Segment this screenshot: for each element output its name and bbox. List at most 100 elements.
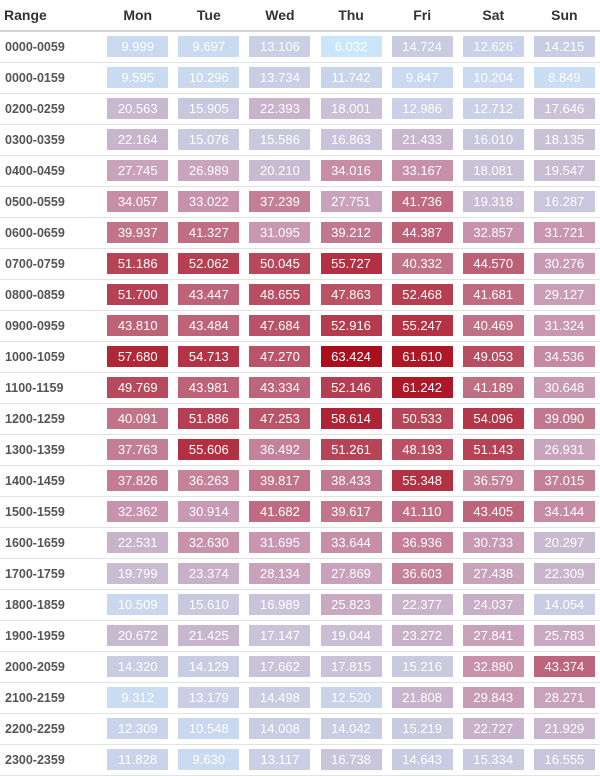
- heatmap-value: 49.769: [107, 377, 169, 398]
- heatmap-row: 2200-2259 12.309 10.548 14.008 14.042 15.219 2…: [0, 713, 600, 744]
- heatmap-value: 14.643: [391, 749, 453, 770]
- heatmap-cell-tue: 14.129: [173, 651, 244, 682]
- heatmap-value: 61.610: [391, 346, 453, 367]
- heatmap-cell-mon: 11.828: [102, 744, 173, 775]
- heatmap-value: 40.332: [391, 253, 453, 274]
- heatmap-cell-thu: 51.261: [315, 434, 386, 465]
- heatmap-value: 15.334: [462, 749, 524, 770]
- heatmap-row: 1600-1659 22.531 32.630 31.695 33.644 36.936 3…: [0, 527, 600, 558]
- heatmap-cell-sun: 34.536: [529, 341, 600, 372]
- heatmap-row: 2300-2359 11.828 9.630 13.117 16.738 14.643 15…: [0, 744, 600, 775]
- time-range-label: 1900-1959: [5, 628, 65, 643]
- heatmap-row: 1200-1259 40.091 51.886 47.253 58.614 50.533 5…: [0, 403, 600, 434]
- heatmap-cell-sat: 51.143: [458, 434, 529, 465]
- heatmap-value: 61.242: [391, 377, 453, 398]
- time-range-label: 1000-1059: [5, 349, 65, 364]
- time-range-label: 2200-2259: [5, 721, 65, 736]
- heatmap-value: 25.823: [320, 594, 382, 615]
- heatmap-value: 51.186: [107, 253, 169, 274]
- heatmap-cell-mon: 43.810: [102, 310, 173, 341]
- heatmap-cell-tue: 32.630: [173, 527, 244, 558]
- heatmap-value: 12.520: [320, 687, 382, 708]
- heatmap-cell-sat: 18.081: [458, 155, 529, 186]
- heatmap-cell-thu: 58.614: [315, 403, 386, 434]
- heatmap-value: 51.886: [178, 408, 240, 429]
- heatmap-cell-sun: 29.127: [529, 279, 600, 310]
- heatmap-cell-sat: 15.334: [458, 744, 529, 775]
- heatmap-cell-thu: 52.146: [315, 372, 386, 403]
- heatmap-cell-sun: 17.646: [529, 93, 600, 124]
- heatmap-value: 36.263: [178, 470, 240, 491]
- heatmap-value: 44.570: [462, 253, 524, 274]
- heatmap-cell-thu: 39.212: [315, 217, 386, 248]
- heatmap-cell-mon: 20.563: [102, 93, 173, 124]
- heatmap-cell-thu: 63.424: [315, 341, 386, 372]
- heatmap-cell-sun: 43.374: [529, 651, 600, 682]
- heatmap-value: 19.547: [533, 160, 595, 181]
- heatmap-cell-wed: 17.147: [244, 620, 315, 651]
- heatmap-cell-wed: 50.045: [244, 248, 315, 279]
- heatmap-value: 33.167: [391, 160, 453, 181]
- heatmap-value: 20.210: [249, 160, 311, 181]
- heatmap-cell-wed: 15.586: [244, 124, 315, 155]
- heatmap-value: 48.193: [391, 439, 453, 460]
- heatmap-row: 0600-0659 39.937 41.327 31.095 39.212 44.387 3…: [0, 217, 600, 248]
- heatmap-cell-mon: 37.763: [102, 434, 173, 465]
- heatmap-row: 0000-0159 9.595 10.296 13.734 11.742 9.847 10.…: [0, 62, 600, 93]
- heatmap-cell-sun: 16.287: [529, 186, 600, 217]
- heatmap-value: 39.090: [533, 408, 595, 429]
- heatmap-cell-sat: 27.841: [458, 620, 529, 651]
- heatmap-value: 49.053: [462, 346, 524, 367]
- heatmap-cell-mon: 20.672: [102, 620, 173, 651]
- heatmap-row: 1800-1859 10.509 15.610 16.989 25.823 22.377 2…: [0, 589, 600, 620]
- heatmap-cell-sat: 30.733: [458, 527, 529, 558]
- heatmap-cell-sat: 40.469: [458, 310, 529, 341]
- heatmap-cell-sat: 54.096: [458, 403, 529, 434]
- heatmap-row: 1700-1759 19.799 23.374 28.134 27.869 36.603 2…: [0, 558, 600, 589]
- heatmap-value: 43.447: [178, 284, 240, 305]
- heatmap-value: 32.630: [178, 532, 240, 553]
- heatmap-cell-sun: 30.648: [529, 372, 600, 403]
- heatmap-cell-fri: 22.377: [387, 589, 458, 620]
- heatmap-value: 22.727: [462, 718, 524, 739]
- heatmap-value: 15.610: [178, 594, 240, 615]
- heatmap-cell-fri: 33.167: [387, 155, 458, 186]
- heatmap-value: 31.324: [533, 315, 595, 336]
- heatmap-cell-tue: 43.981: [173, 372, 244, 403]
- heatmap-value: 14.724: [391, 36, 453, 58]
- heatmap-cell-sat: 44.570: [458, 248, 529, 279]
- heatmap-value: 43.374: [533, 656, 595, 677]
- heatmap-cell-thu: 27.869: [315, 558, 386, 589]
- heatmap-cell-sat: 16.010: [458, 124, 529, 155]
- heatmap-value: 15.905: [178, 98, 240, 119]
- heatmap-value: 47.863: [320, 284, 382, 305]
- heatmap-cell-sat: 24.037: [458, 589, 529, 620]
- heatmap-value: 39.212: [320, 222, 382, 243]
- heatmap-value: 16.010: [462, 129, 524, 150]
- heatmap-cell-wed: 37.239: [244, 186, 315, 217]
- heatmap-cell-thu: 34.016: [315, 155, 386, 186]
- heatmap-value: 40.469: [462, 315, 524, 336]
- heatmap-cell-wed: 13.106: [244, 31, 315, 62]
- time-range-label: 0000-0059: [5, 39, 65, 54]
- heatmap-cell-fri: 55.247: [387, 310, 458, 341]
- heatmap-value: 29.843: [462, 687, 524, 708]
- day-header-wed: Wed: [244, 0, 316, 32]
- heatmap-cell-fri: 41.736: [387, 186, 458, 217]
- time-range-label: 2000-2059: [5, 659, 65, 674]
- header-row: Range Mon Tue Wed Thu Fri Sat Sun: [0, 0, 600, 32]
- heatmap-cell-tue: 15.905: [173, 93, 244, 124]
- time-range-label: 2300-2359: [5, 752, 65, 767]
- heatmap-value: 22.377: [391, 594, 453, 615]
- heatmap-cell-sun: 22.309: [529, 558, 600, 589]
- heatmap-value: 33.644: [320, 532, 382, 553]
- time-range-label: 1300-1359: [5, 442, 65, 457]
- time-range-label: 1800-1859: [5, 597, 65, 612]
- heatmap-cell-tue: 52.062: [173, 248, 244, 279]
- heatmap-cell-mon: 22.531: [102, 527, 173, 558]
- heatmap-cell-sun: 14.215: [529, 31, 600, 62]
- heatmap-cell-fri: 23.272: [387, 620, 458, 651]
- heatmap-value: 30.733: [462, 532, 524, 553]
- heatmap-value: 9.847: [391, 67, 453, 88]
- heatmap-cell-mon: 51.700: [102, 279, 173, 310]
